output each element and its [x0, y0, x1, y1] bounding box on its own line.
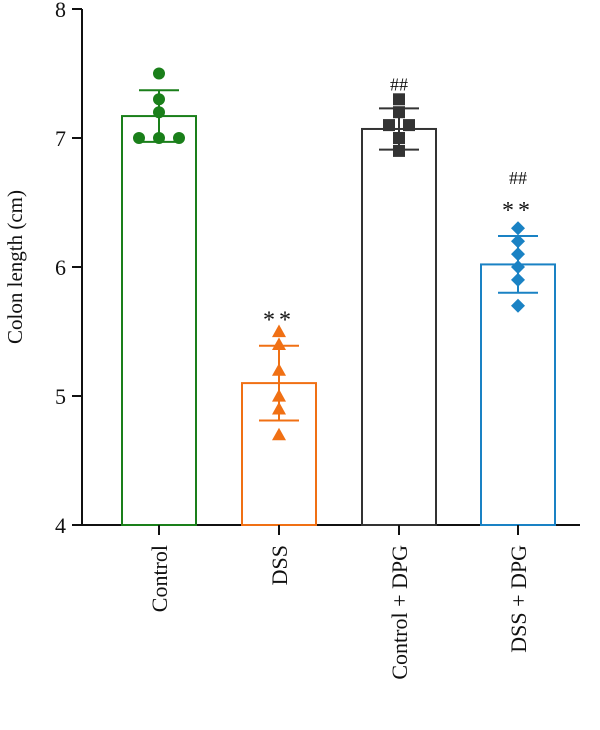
y-ticks: 4 5 6 7 8: [55, 0, 82, 538]
data-point: [153, 67, 165, 80]
x-tick-label: DSS + DPG: [506, 545, 531, 653]
significance-label: ##: [509, 168, 527, 188]
annotations: ** ## ## **: [263, 74, 534, 334]
y-axis-label: Colon length (cm): [3, 190, 27, 344]
data-point: [393, 93, 405, 106]
error-bars: [139, 89, 538, 422]
data-point: [272, 337, 286, 350]
data-point: [393, 144, 405, 157]
x-tick-label: Control: [147, 545, 172, 612]
significance-label: ##: [390, 74, 408, 94]
x-tick-label: DSS: [267, 545, 292, 585]
x-ticks: Control DSS Control + DPG DSS + DPG: [147, 525, 531, 680]
x-tick-label: Control + DPG: [387, 545, 412, 680]
data-point: [272, 324, 286, 338]
y-tick-label: 4: [55, 513, 66, 538]
y-tick-label: 5: [55, 384, 66, 409]
significance-label: **: [502, 198, 534, 224]
data-point: [383, 119, 395, 132]
data-point: [403, 119, 415, 132]
y-tick-label: 8: [55, 0, 66, 22]
y-tick-label: 7: [55, 126, 66, 151]
data-point: [511, 221, 525, 236]
data-point: [511, 298, 525, 313]
bar: [121, 115, 197, 526]
error-bar: [139, 89, 179, 143]
error-bar: [498, 235, 538, 294]
significance-label: **: [263, 308, 295, 334]
error-bar: [379, 107, 419, 151]
error-bar: [259, 344, 299, 422]
y-tick-label: 6: [55, 255, 66, 280]
bar: [361, 127, 437, 526]
data-point: [272, 427, 286, 441]
bars: [121, 115, 556, 526]
